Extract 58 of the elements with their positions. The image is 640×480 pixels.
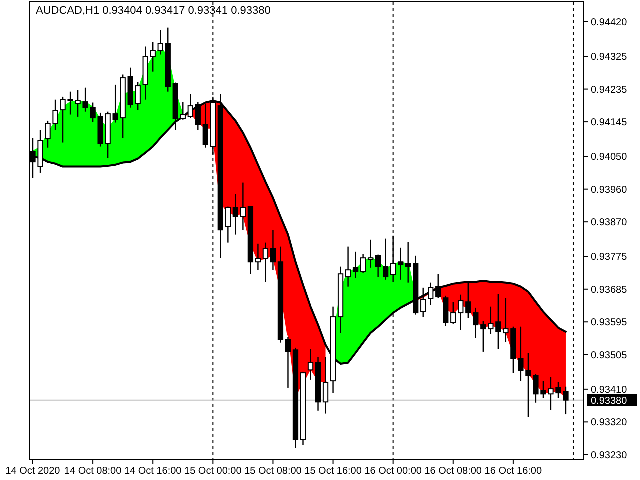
x-tick-label: 15 Oct 00:00 <box>184 466 242 477</box>
x-tick-label: 16 Oct 16:00 <box>484 466 543 477</box>
y-tick-label: 0.93595 <box>591 318 628 329</box>
x-tick-label: 15 Oct 08:00 <box>244 466 302 477</box>
y-tick-label: 0.94235 <box>591 84 628 96</box>
y-tick-label: 0.93320 <box>591 418 628 429</box>
candlestick <box>450 302 456 325</box>
ref-line-label: 0.93380 <box>591 396 628 407</box>
y-tick-label: 0.93410 <box>591 384 628 396</box>
candlestick <box>150 41 156 72</box>
y-tick-label: 0.93870 <box>591 218 628 229</box>
candlestick <box>398 247 404 281</box>
x-tick-label: 16 Oct 08:00 <box>424 466 482 477</box>
candlestick <box>345 246 352 288</box>
candlestick <box>202 103 208 148</box>
candlestick <box>420 287 426 318</box>
candlestick <box>322 356 329 414</box>
y-tick-label: 0.93960 <box>591 184 628 196</box>
x-tick-label: 16 Oct 00:00 <box>364 466 422 477</box>
candlestick <box>436 274 442 299</box>
candlestick <box>270 229 276 271</box>
candlestick <box>232 193 239 236</box>
candlestick <box>285 336 292 389</box>
candlestick <box>262 242 269 283</box>
candlestick <box>368 239 374 269</box>
y-tick-label: 0.94145 <box>591 118 628 129</box>
candlestick <box>375 254 382 278</box>
y-tick-label: 0.93505 <box>591 350 628 362</box>
candlestick <box>496 294 502 350</box>
y-tick-label: 0.94325 <box>591 52 628 64</box>
candlestick <box>112 84 118 124</box>
candlestick <box>428 282 434 306</box>
y-tick-label: 0.93230 <box>591 450 628 462</box>
candlestick <box>135 81 141 111</box>
candlestick <box>352 251 359 279</box>
candlestick <box>382 238 389 281</box>
candlestick <box>458 294 464 331</box>
candlestick <box>473 307 479 339</box>
candlestick <box>390 235 396 283</box>
y-tick-label: 0.94420 <box>591 18 628 29</box>
candlestick <box>488 306 494 335</box>
y-tick-label: 0.93775 <box>591 252 628 264</box>
candlestick <box>360 254 366 274</box>
x-tick-label: 14 Oct 2020 <box>6 466 61 477</box>
candlestick <box>480 320 486 353</box>
y-tick-label: 0.93685 <box>591 284 628 296</box>
y-tick-label: 0.94050 <box>591 152 628 164</box>
x-tick-label: 15 Oct 16:00 <box>304 466 362 477</box>
candlestick <box>308 348 314 381</box>
candlestick <box>406 241 412 284</box>
candlestick <box>225 206 232 244</box>
chart-title: AUDCAD,H1 0.93404 0.93417 0.93341 0.93380 <box>36 5 271 17</box>
candlestick <box>240 182 246 231</box>
candlestick <box>466 280 472 319</box>
candlestick <box>255 243 262 271</box>
x-tick-label: 14 Oct 08:00 <box>64 466 122 477</box>
candlestick <box>158 29 164 56</box>
x-tick-label: 14 Oct 16:00 <box>124 466 182 477</box>
